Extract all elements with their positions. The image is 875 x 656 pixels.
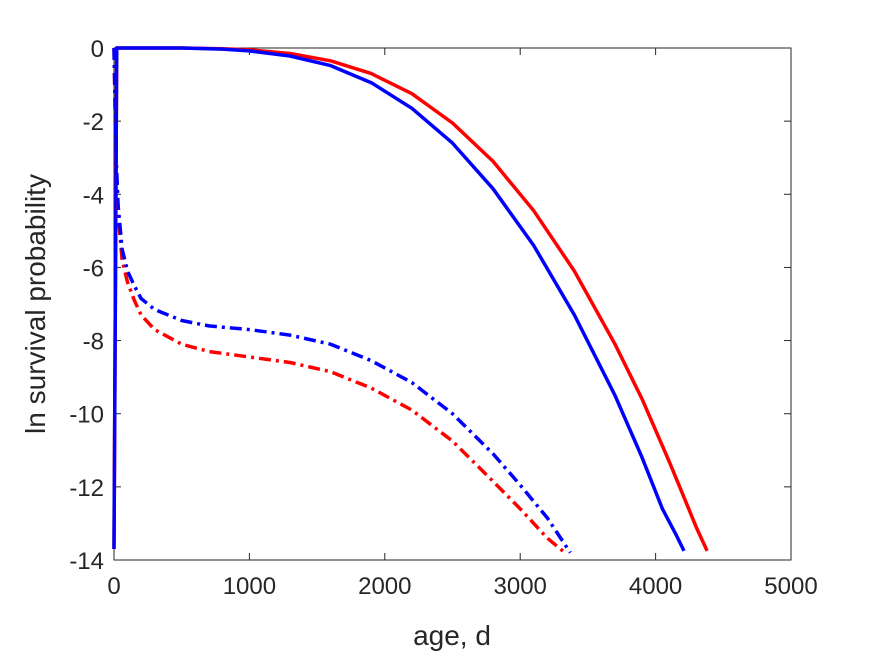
series-line-4	[112, 47, 572, 554]
x-tick-label: 5000	[764, 573, 817, 600]
y-tick-label: 0	[91, 36, 104, 63]
x-tick-label: 2000	[358, 573, 411, 600]
x-tick-label: 0	[107, 573, 120, 600]
y-tick-label: -8	[83, 329, 104, 356]
y-tick-label: -10	[69, 402, 104, 429]
x-tick-label: 3000	[494, 573, 547, 600]
x-tick-label: 1000	[223, 573, 276, 600]
y-tick-label: -14	[69, 548, 104, 575]
y-axis-label: ln survival probability	[20, 174, 51, 434]
y-tick-label: -6	[83, 255, 104, 282]
y-axis-ticks: 0 -2 -4 -6 -8 -10 -12 -14	[69, 36, 791, 575]
series-line-2	[112, 46, 686, 552]
series-layer	[112, 46, 709, 555]
x-axis-ticks: 0 1000 2000 3000 4000 5000	[107, 48, 818, 600]
x-tick-label: 4000	[629, 573, 682, 600]
y-tick-label: -12	[69, 475, 104, 502]
x-axis-label: age, d	[413, 620, 491, 651]
y-tick-label: -4	[83, 182, 104, 209]
series-line-3	[112, 47, 567, 555]
plot-area	[113, 47, 792, 561]
y-tick-label: -2	[83, 109, 104, 136]
